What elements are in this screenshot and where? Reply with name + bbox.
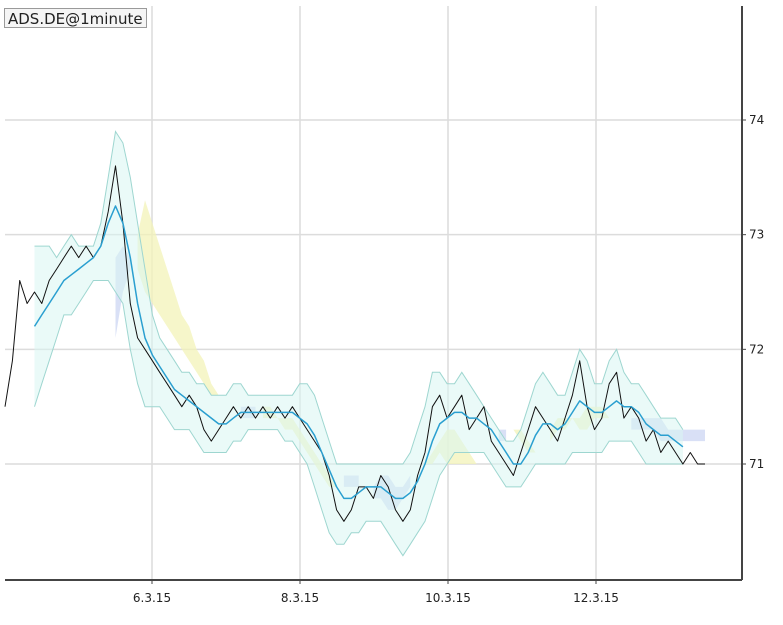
price-line (4, 165, 705, 522)
band-fill (34, 131, 683, 556)
moving-average-line (33, 205, 684, 500)
envelope-band (34, 130, 684, 557)
x-tick-label: 12.3.15 (573, 591, 619, 605)
series (4, 165, 705, 522)
x-tick-labels: 6.3.15 8.3.15 10.3.15 12.3.15 (133, 580, 619, 605)
x-tick-label: 8.3.15 (281, 591, 319, 605)
band-upper-line (34, 130, 684, 465)
y-tick-label: 73 (749, 228, 764, 242)
axes (5, 6, 743, 581)
y-tick-labels: 71 72 73 74 (742, 113, 764, 471)
y-tick-label: 72 (749, 342, 764, 356)
x-tick-label: 6.3.15 (133, 591, 171, 605)
y-tick-label: 74 (749, 113, 764, 127)
x-tick-label: 10.3.15 (425, 591, 471, 605)
chart-title: ADS.DE@1minute (4, 8, 147, 28)
y-tick-label: 71 (749, 457, 764, 471)
band-lower-line (34, 280, 683, 557)
